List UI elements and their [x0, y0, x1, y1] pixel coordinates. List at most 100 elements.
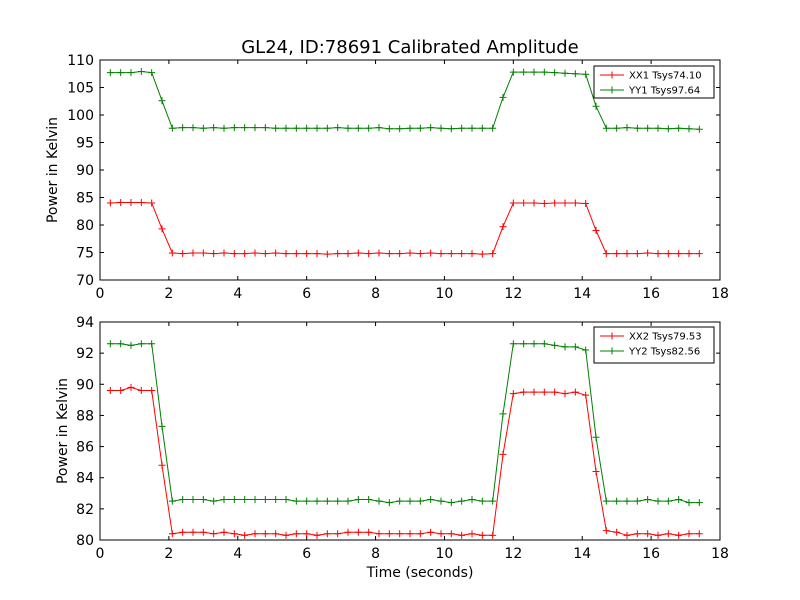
- data-point: [458, 497, 466, 505]
- data-point: [592, 227, 600, 234]
- y-tick-label: 105: [67, 81, 94, 97]
- data-point: [602, 124, 610, 132]
- data-point: [509, 390, 517, 398]
- data-point: [396, 497, 404, 505]
- top-panel: 0 2 4 6 8 10 12 14 16 18 70 75 80 85 90 95 100 105 110 Powe…: [45, 53, 729, 302]
- data-point: [437, 530, 445, 538]
- legend-entry: YY1 Tsys97.64: [628, 86, 700, 97]
- data-point: [210, 530, 218, 538]
- data-point: [313, 124, 321, 132]
- x-tick-label: 16: [642, 286, 660, 302]
- data-point: [468, 496, 476, 504]
- data-point: [158, 97, 166, 105]
- data-point: [675, 250, 683, 258]
- data-point: [478, 497, 486, 505]
- data-point: [664, 530, 672, 538]
- data-point: [106, 69, 114, 77]
- data-point: [365, 124, 373, 132]
- data-point: [540, 200, 548, 208]
- data-point: [354, 249, 362, 257]
- data-point: [189, 528, 197, 536]
- data-point: [220, 528, 228, 536]
- data-point: [117, 387, 125, 395]
- y-tick-label: 95: [76, 136, 94, 152]
- data-point: [303, 124, 311, 132]
- data-point: [458, 250, 466, 258]
- data-point: [158, 422, 166, 430]
- data-point: [664, 497, 672, 505]
- data-point: [179, 496, 187, 504]
- data-point: [509, 340, 517, 348]
- data-point: [695, 125, 703, 133]
- data-point: [633, 250, 641, 258]
- x-tick-label: 14: [573, 546, 591, 562]
- y-tick-label: 84: [76, 471, 94, 487]
- data-point: [437, 497, 445, 505]
- y-tick-label: 90: [76, 163, 94, 179]
- data-point: [230, 250, 238, 258]
- x-tick-label: 18: [711, 546, 729, 562]
- data-point: [148, 340, 156, 348]
- x-tick-label: 12: [504, 286, 522, 302]
- data-point: [416, 124, 424, 132]
- y-tick-label: 80: [76, 218, 94, 234]
- data-point: [292, 530, 300, 538]
- data-point: [344, 528, 352, 536]
- data-point: [695, 530, 703, 538]
- data-point: [117, 340, 125, 348]
- data-point: [375, 530, 383, 538]
- data-point: [530, 340, 538, 348]
- data-point: [458, 124, 466, 132]
- data-point: [282, 124, 290, 132]
- data-point: [644, 530, 652, 538]
- x-tick-label: 6: [302, 546, 311, 562]
- data-point: [406, 249, 414, 257]
- data-point: [675, 124, 683, 132]
- data-point: [613, 124, 621, 132]
- y-axis-label: Power in Kelvin: [45, 117, 61, 223]
- data-point: [334, 250, 342, 258]
- data-point: [106, 199, 114, 207]
- data-point: [520, 68, 528, 76]
- data-point: [530, 388, 538, 396]
- data-point: [592, 433, 600, 441]
- data-point: [199, 249, 207, 257]
- data-point: [551, 388, 559, 396]
- data-point: [499, 410, 507, 418]
- data-point: [561, 343, 569, 351]
- data-point: [230, 496, 238, 504]
- data-point: [199, 124, 207, 132]
- data-point: [334, 124, 342, 132]
- data-point: [613, 528, 621, 536]
- data-point: [675, 531, 683, 539]
- y-tick-label: 94: [76, 315, 94, 331]
- data-point: [230, 124, 238, 132]
- data-point: [220, 124, 228, 132]
- data-point: [354, 528, 362, 536]
- data-point: [489, 497, 497, 505]
- data-point: [582, 200, 590, 208]
- data-point: [292, 250, 300, 258]
- data-point: [561, 69, 569, 77]
- data-point: [582, 70, 590, 78]
- data-point: [489, 124, 497, 132]
- data-point: [582, 391, 590, 399]
- data-point: [602, 250, 610, 258]
- data-point: [241, 496, 249, 504]
- data-point: [168, 497, 176, 505]
- data-point: [137, 68, 145, 76]
- data-point: [127, 383, 135, 391]
- data-point: [241, 124, 249, 132]
- data-point: [375, 124, 383, 132]
- x-tick-label: 10: [436, 546, 454, 562]
- data-point: [272, 530, 280, 538]
- data-point: [447, 250, 455, 258]
- data-point: [303, 250, 311, 258]
- y-tick-label: 88: [76, 408, 94, 424]
- x-tick-label: 2: [164, 546, 173, 562]
- data-point: [323, 250, 331, 258]
- data-point: [654, 124, 662, 132]
- data-point: [272, 124, 280, 132]
- data-point: [241, 531, 249, 539]
